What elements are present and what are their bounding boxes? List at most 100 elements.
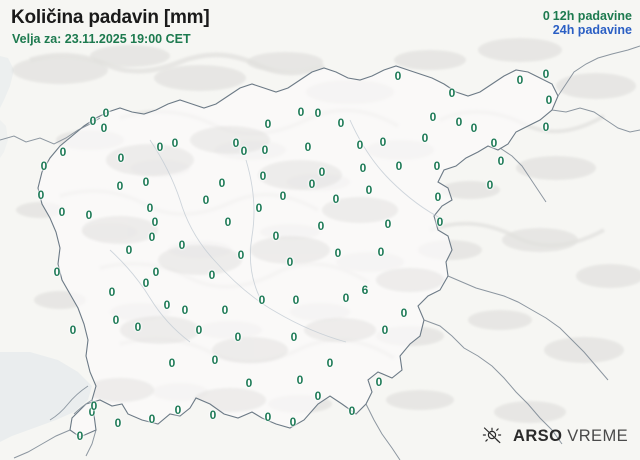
station-value: 0 xyxy=(356,138,364,152)
station-value: 0 xyxy=(318,165,326,179)
station-value: 0 xyxy=(88,405,96,419)
station-value: 0 xyxy=(334,246,342,260)
page-title: Količina padavin [mm] xyxy=(11,7,210,28)
station-value: 0 xyxy=(171,136,179,150)
station-value: 0 xyxy=(395,159,403,173)
station-value: 0 xyxy=(264,117,272,131)
arso-vreme-logo: ARSO VREME xyxy=(480,424,628,448)
station-value: 0 xyxy=(448,86,456,100)
station-value: 0 xyxy=(286,255,294,269)
station-value: 0 xyxy=(37,188,45,202)
station-value: 0 xyxy=(296,373,304,387)
station-value: 0 xyxy=(434,190,442,204)
slovenia-border xyxy=(37,65,559,438)
brand-text: ARSO VREME xyxy=(513,427,628,446)
station-value: 0 xyxy=(152,265,160,279)
station-value: 0 xyxy=(108,285,116,299)
station-value: 0 xyxy=(384,217,392,231)
station-value: 0 xyxy=(89,114,97,128)
station-value: 0 xyxy=(516,73,524,87)
station-value: 0 xyxy=(379,135,387,149)
station-value: 0 xyxy=(218,176,226,190)
station-value: 0 xyxy=(261,143,269,157)
station-value: 0 xyxy=(85,208,93,222)
station-value: 0 xyxy=(542,120,550,134)
sun-weather-icon xyxy=(482,427,502,444)
station-value: 0 xyxy=(116,179,124,193)
station-value: 0 xyxy=(308,177,316,191)
station-value: 0 xyxy=(279,189,287,203)
station-value: 0 xyxy=(90,399,98,413)
station-value: 0 xyxy=(497,154,505,168)
station-value: 0 xyxy=(455,115,463,129)
station-value: 6 xyxy=(361,283,369,297)
station-value: 0 xyxy=(114,416,122,430)
station-value: 0 xyxy=(53,265,61,279)
station-value: 0 xyxy=(381,323,389,337)
station-value: 0 xyxy=(332,192,340,206)
station-value: 0 xyxy=(245,376,253,390)
station-value: 0 xyxy=(259,169,267,183)
station-value: 0 xyxy=(221,303,229,317)
station-value: 0 xyxy=(433,159,441,173)
validity-timestamp: Velja za: 23.11.2025 19:00 CET xyxy=(12,32,191,46)
station-value: 0 xyxy=(69,323,77,337)
station-value: 0 xyxy=(545,93,553,107)
station-value: 0 xyxy=(224,215,232,229)
station-value: 0 xyxy=(232,136,240,150)
station-value: 0 xyxy=(365,183,373,197)
station-value: 0 xyxy=(59,145,67,159)
station-value: 0 xyxy=(394,69,402,83)
station-value: 0 xyxy=(429,110,437,124)
station-value: 0 xyxy=(348,404,356,418)
station-value: 0 xyxy=(117,151,125,165)
station-value: 0 xyxy=(240,144,248,158)
legend-label-24h: 24h padavine xyxy=(552,23,632,37)
station-value: 0 xyxy=(134,320,142,334)
station-value: 0 xyxy=(178,238,186,252)
station-value: 0 xyxy=(342,291,350,305)
station-value: 0 xyxy=(100,121,108,135)
station-value: 0 xyxy=(76,429,84,443)
legend: 0 12h padavine 24h padavine xyxy=(543,9,632,37)
station-value: 0 xyxy=(148,412,156,426)
legend-label-12h: 12h padavine xyxy=(552,9,632,23)
station-value: 0 xyxy=(490,136,498,150)
brand-vreme: VREME xyxy=(562,426,628,445)
station-value: 0 xyxy=(58,205,66,219)
station-value: 0 xyxy=(377,245,385,259)
station-value: 0 xyxy=(264,410,272,424)
station-value: 0 xyxy=(272,229,280,243)
station-value: 0 xyxy=(289,415,297,429)
station-value: 0 xyxy=(195,323,203,337)
station-value: 0 xyxy=(470,121,478,135)
station-value: 0 xyxy=(142,175,150,189)
station-value: 0 xyxy=(40,159,48,173)
station-value: 0 xyxy=(125,243,133,257)
station-value: 0 xyxy=(486,178,494,192)
coastline xyxy=(49,385,93,421)
station-value: 0 xyxy=(258,293,266,307)
brand-arso: ARSO xyxy=(513,426,563,445)
station-value: 0 xyxy=(421,131,429,145)
station-value: 0 xyxy=(314,106,322,120)
legend-row-24h: 24h padavine xyxy=(543,23,632,37)
station-value: 0 xyxy=(314,389,322,403)
legend-sample-value: 0 xyxy=(542,9,550,23)
station-value: 0 xyxy=(234,330,242,344)
station-value: 0 xyxy=(304,140,312,154)
station-value: 0 xyxy=(209,408,217,422)
station-value: 0 xyxy=(156,140,164,154)
station-value: 0 xyxy=(436,215,444,229)
station-value: 0 xyxy=(297,105,305,119)
station-value: 0 xyxy=(208,268,216,282)
station-value: 0 xyxy=(102,106,110,120)
neighbour-borders xyxy=(0,45,640,460)
station-value: 0 xyxy=(317,219,325,233)
station-value: 0 xyxy=(163,298,171,312)
station-value: 0 xyxy=(290,330,298,344)
station-value: 0 xyxy=(400,306,408,320)
station-value: 0 xyxy=(181,303,189,317)
